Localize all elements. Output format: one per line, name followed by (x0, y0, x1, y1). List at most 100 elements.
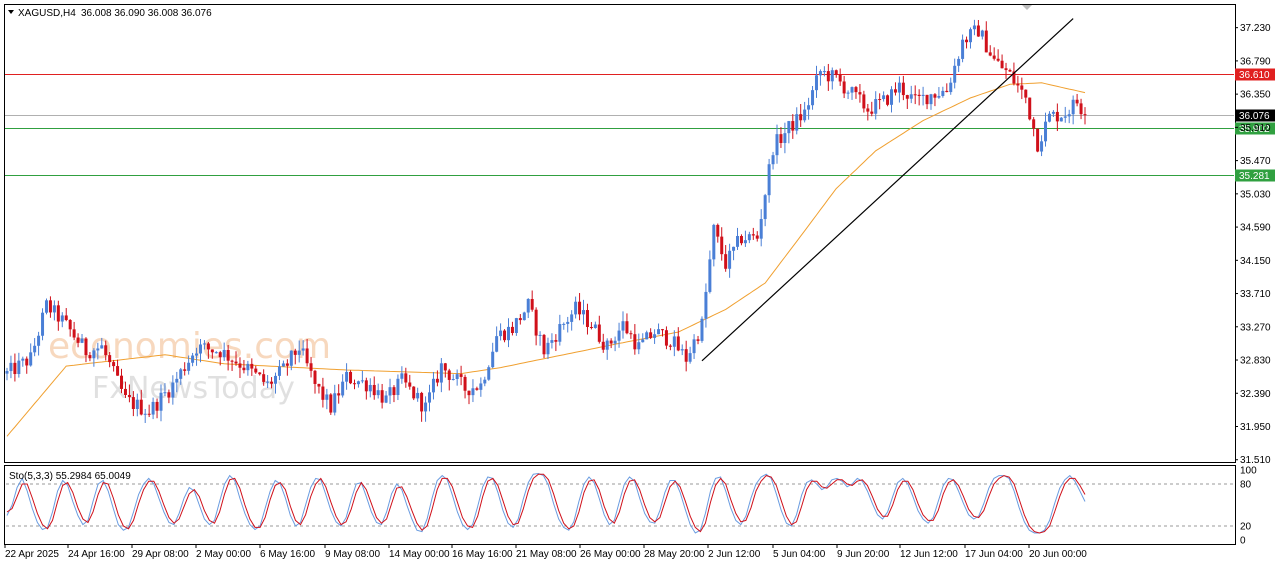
candle-body (301, 348, 305, 351)
candle (751, 227, 755, 240)
candle (21, 356, 25, 367)
candle-body (100, 345, 104, 349)
candle-body (649, 332, 653, 338)
candle-body (44, 300, 48, 313)
x-tick-label: 6 May 16:00 (260, 549, 315, 560)
candle (206, 342, 210, 359)
candle (123, 381, 127, 398)
candle (376, 383, 380, 399)
candle-body (870, 111, 874, 114)
candle-body (937, 95, 941, 98)
candle-body (443, 363, 447, 371)
candle-body (597, 324, 601, 342)
candle-body (483, 379, 487, 384)
candle (747, 231, 751, 244)
candle-body (412, 386, 416, 399)
candle (913, 85, 917, 105)
candle-body (866, 108, 870, 112)
candle (901, 75, 905, 101)
candle-body (1075, 99, 1079, 104)
candle-body (1024, 89, 1028, 98)
candle (783, 122, 787, 154)
candle (514, 317, 518, 336)
candle-body (976, 25, 980, 37)
candle-body (530, 298, 534, 310)
candle-body (325, 394, 329, 400)
main-chart-frame (4, 4, 1236, 463)
moving-average-line (6, 82, 1086, 437)
level-label-bg (1235, 169, 1275, 182)
trendline[interactable] (701, 18, 1074, 362)
candle-body (783, 133, 787, 144)
candle (668, 344, 672, 351)
candle (728, 243, 732, 278)
candle (345, 363, 349, 390)
candle-body (274, 375, 278, 384)
y-tick-label: 35.910 (1240, 123, 1271, 134)
candle (874, 91, 878, 120)
candle-body (700, 318, 704, 341)
candle (862, 90, 866, 113)
candle-body (1000, 60, 1004, 69)
candle-body (64, 315, 68, 321)
candle-body (76, 337, 80, 343)
candle (759, 209, 763, 247)
candle (321, 377, 325, 408)
candle (720, 227, 724, 261)
candle (522, 311, 526, 321)
candle (1000, 54, 1004, 69)
candle-body (609, 340, 613, 344)
candle-body (668, 345, 672, 347)
sto-signal-line (6, 473, 1086, 534)
candle (246, 360, 250, 376)
candle-body (755, 235, 759, 239)
candle (171, 375, 175, 405)
candle-body (921, 94, 925, 96)
candle-body (1008, 70, 1012, 72)
candle (585, 303, 589, 335)
candle (222, 342, 226, 361)
candle-body (1004, 68, 1008, 71)
candle (112, 359, 116, 372)
candle (293, 348, 297, 365)
candle-body (159, 392, 163, 411)
candle (380, 383, 384, 409)
x-tick-label: 2 May 00:00 (196, 549, 251, 560)
candle-body (574, 301, 578, 315)
candle (76, 333, 80, 348)
candle (578, 293, 582, 321)
candle-body (21, 358, 25, 361)
candle-body (337, 393, 341, 396)
candle-body (972, 25, 976, 30)
candle-body (317, 383, 321, 387)
candle (305, 339, 309, 367)
candle (388, 378, 392, 404)
x-tick-label: 9 May 08:00 (325, 549, 380, 560)
candle (9, 355, 13, 379)
candle (846, 90, 850, 100)
candle (100, 337, 104, 349)
candle-body (404, 373, 408, 383)
candle (92, 348, 96, 367)
candle-body (1067, 114, 1071, 117)
candle-body (17, 360, 21, 375)
candle-body (467, 390, 471, 396)
candle (396, 374, 400, 401)
candle-body (246, 363, 250, 371)
dropdown-triangle-icon[interactable] (8, 10, 14, 14)
candle (949, 77, 953, 95)
candle (155, 398, 159, 419)
candle-body (238, 363, 242, 368)
candle (80, 333, 84, 344)
candle (822, 66, 826, 77)
candle (428, 384, 432, 412)
candle (487, 365, 491, 381)
candle-body (1032, 119, 1036, 129)
candle-body (25, 358, 29, 366)
x-tick-label: 16 May 16:00 (452, 549, 513, 560)
x-tick-label: 24 Apr 16:00 (68, 549, 125, 560)
candle-body (601, 341, 605, 350)
candle-body (463, 376, 467, 391)
